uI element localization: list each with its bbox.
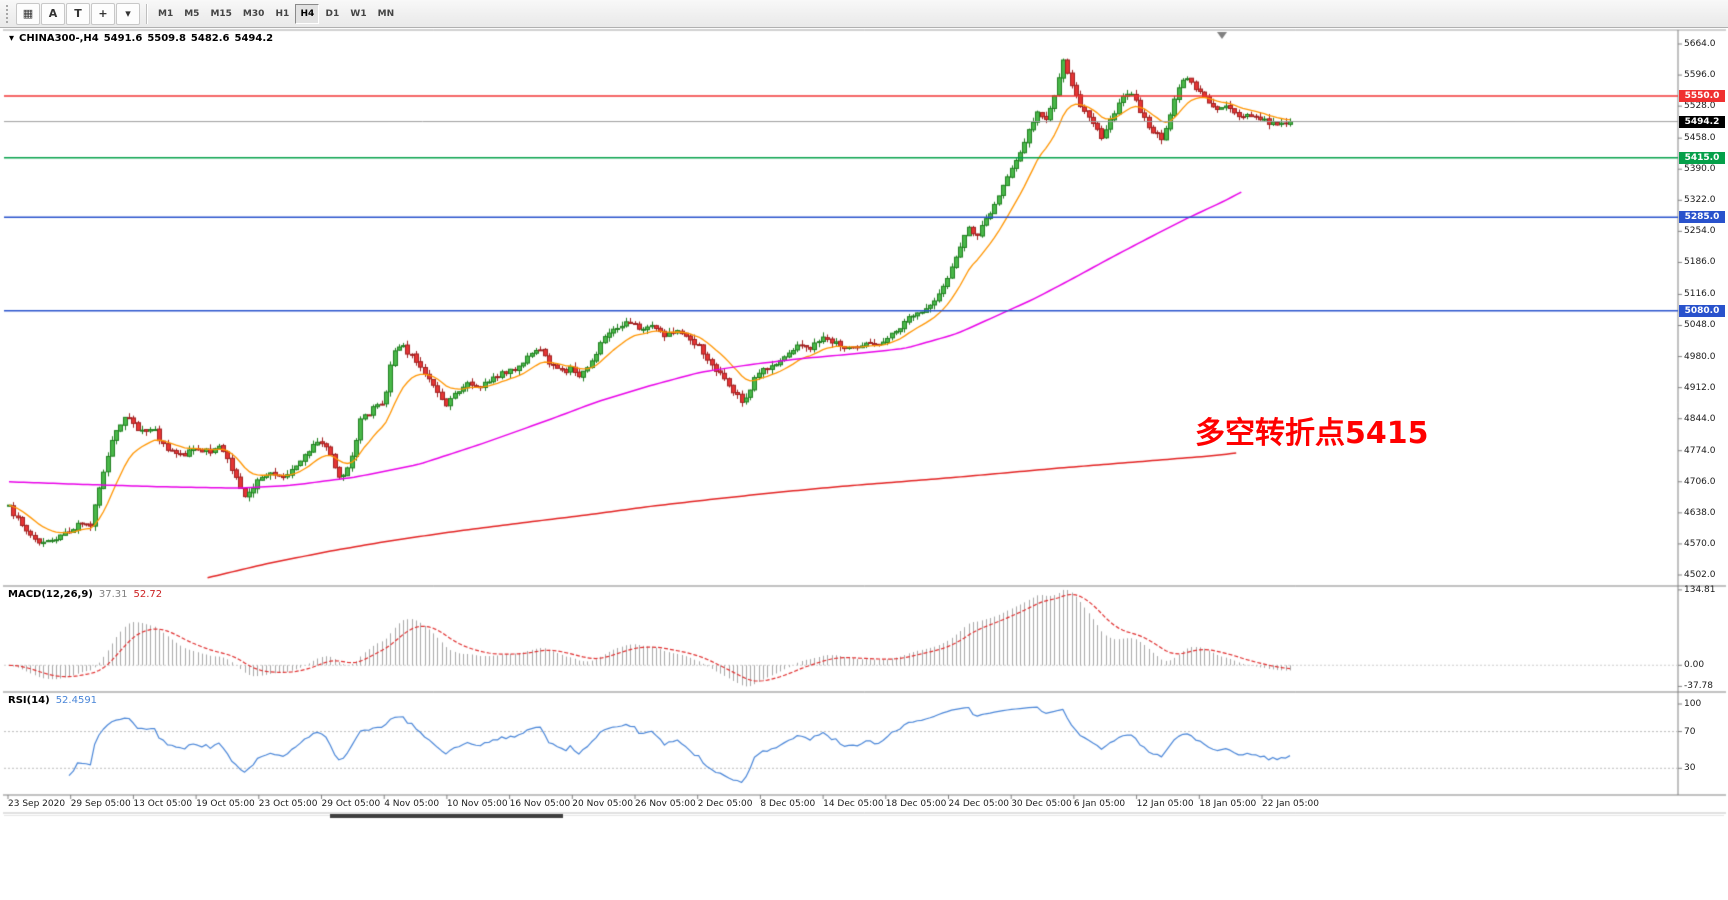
chart-grid-icon: ▦ [22, 7, 34, 20]
timeframe-button-m15[interactable]: M15 [205, 4, 236, 24]
timeframe-group: M1 M5 M15 M30 H1 H4 D1 W1 MN [153, 3, 400, 24]
chart-canvas[interactable] [0, 28, 1728, 900]
tool-dropdown-icon: ▾ [125, 7, 131, 20]
tool-dropdown-button[interactable]: ▾ [116, 2, 140, 25]
timeframe-button-h1[interactable]: H1 [270, 4, 294, 24]
annotate-a-button[interactable]: A [41, 2, 65, 25]
toolbar-separator [146, 3, 147, 24]
tool-group: ▦ A T + ▾ [16, 2, 140, 25]
timeframe-button-w1[interactable]: W1 [345, 4, 371, 24]
text-tool-icon: T [74, 7, 82, 20]
toolbar-grip[interactable] [6, 4, 10, 23]
timeframe-button-h4[interactable]: H4 [295, 3, 320, 24]
chart-grid-button[interactable]: ▦ [16, 2, 40, 25]
timeframe-button-m1[interactable]: M1 [153, 4, 178, 24]
crosshair-tool-icon: + [98, 7, 108, 20]
annotate-a-icon: A [48, 7, 58, 20]
toolbar: ▦ A T + ▾ M1 M5 M15 M30 H1 H4 D1 W1 MN [0, 0, 1728, 28]
timeframe-button-mn[interactable]: MN [373, 4, 400, 24]
timeframe-button-m5[interactable]: M5 [179, 4, 204, 24]
timeframe-button-d1[interactable]: D1 [320, 4, 344, 24]
crosshair-tool-button[interactable]: + [91, 2, 115, 25]
timeframe-button-m30[interactable]: M30 [238, 4, 269, 24]
text-tool-button[interactable]: T [66, 2, 90, 25]
